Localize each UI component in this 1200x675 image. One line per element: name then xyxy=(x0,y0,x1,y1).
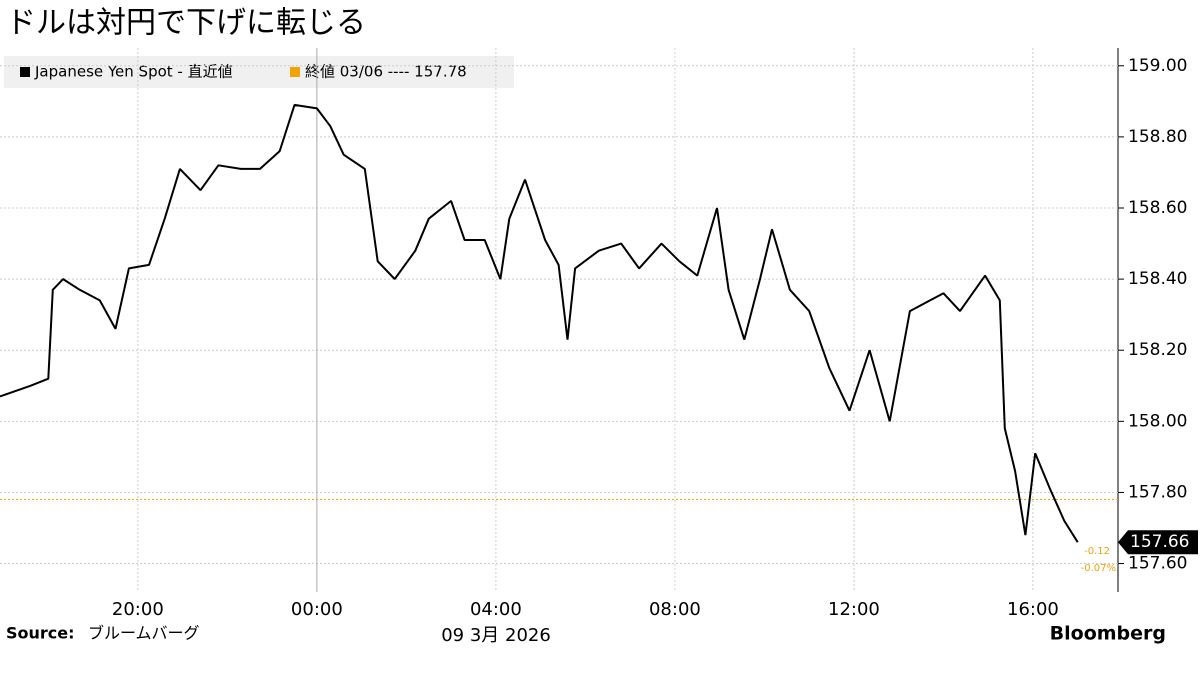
legend-label: 終値 03/06 ---- 157.78 xyxy=(305,63,467,81)
x-tick-label: 12:00 xyxy=(828,599,880,620)
last-value-tag xyxy=(1118,530,1198,555)
y-tick-label: 158.00 xyxy=(1128,411,1187,431)
x-tick-label: 08:00 xyxy=(649,599,701,620)
source-label: Source: xyxy=(6,624,75,643)
brand: Bloomberg xyxy=(1050,623,1166,645)
last-value-label: 157.66 xyxy=(1130,532,1189,552)
y-tick-label: 159.00 xyxy=(1128,56,1187,76)
legend-swatch xyxy=(290,67,300,77)
chart-title: ドルは対円で下げに転じる xyxy=(6,6,366,41)
x-sublabel: 09 3月 2026 xyxy=(441,625,551,646)
y-tick-label: 157.80 xyxy=(1128,482,1187,502)
y-tick-label: 158.60 xyxy=(1128,198,1187,218)
legend-swatch xyxy=(20,67,30,77)
change-label: -0.12 xyxy=(1084,546,1110,557)
legend-box xyxy=(4,56,514,88)
y-tick-label: 158.20 xyxy=(1128,340,1187,360)
x-tick-label: 16:00 xyxy=(1007,599,1059,620)
y-tick-label: 158.40 xyxy=(1128,269,1187,289)
x-tick-label: 04:00 xyxy=(470,599,522,620)
y-tick-label: 157.60 xyxy=(1128,554,1187,574)
x-tick-label: 20:00 xyxy=(112,599,164,620)
x-tick-label: 00:00 xyxy=(291,599,343,620)
y-tick-label: 158.80 xyxy=(1128,127,1187,147)
change-pct-label: -0.07% xyxy=(1081,563,1116,574)
legend-label: Japanese Yen Spot - 直近値 xyxy=(34,63,233,81)
price-line xyxy=(0,103,1079,543)
source: ブルームバーグ xyxy=(88,624,200,643)
